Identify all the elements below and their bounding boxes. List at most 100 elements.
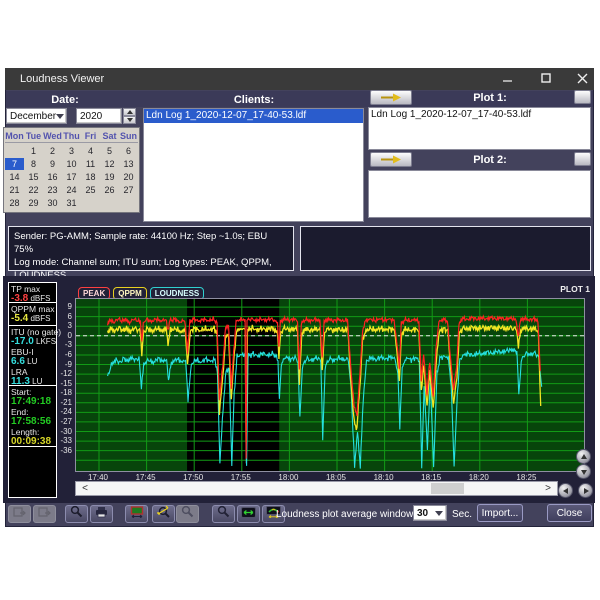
calendar-day-cell[interactable]: 15 [28,172,39,182]
calendar-day-cell[interactable]: 31 [66,198,77,208]
fit-to-window-button[interactable] [125,505,148,523]
calendar-day-cell[interactable]: 21 [9,185,20,195]
horizontal-range-button[interactable] [237,505,260,523]
loudness-plot-svg [76,299,584,471]
list-item[interactable]: Ldn Log 1_2020-12-07_17-40-53.ldf [144,109,363,123]
printer-icon [95,505,108,523]
calendar-day-cell[interactable]: 22 [28,185,39,195]
calendar-day-cell[interactable]: 13 [123,159,134,169]
calendar-day-cell[interactable]: 19 [104,172,115,182]
y-tick-label: -30 [60,426,72,436]
window-title: Loudness Viewer [20,73,105,85]
calendar-day-cell[interactable]: 1 [30,146,36,156]
calendar-day-cell[interactable]: 29 [28,198,39,208]
y-tick-label: -15 [60,378,72,388]
export-plot-button [33,505,56,523]
calendar-day-cell[interactable]: 20 [123,172,134,182]
scroll-left-arrow[interactable]: < [82,483,88,494]
h-arrows-icon [241,505,256,523]
calendar-day-cell[interactable]: 25 [85,185,96,195]
x-tick-label: 18:05 [325,473,347,482]
calendar-day-cell[interactable]: 14 [9,172,20,182]
calendar-day-cell[interactable]: 18 [85,172,96,182]
calendar-day-cell[interactable]: 11 [85,159,96,169]
arrow-up-icon [580,453,587,459]
top-header-strip [6,91,593,107]
list-item[interactable]: Ldn Log 1_2020-12-07_17-40-53.ldf [371,109,532,120]
plot-scale-down-button[interactable] [576,464,591,479]
assign-to-plot1-button[interactable] [370,90,412,105]
import-button[interactable]: Import... [477,504,523,522]
day-header: Mon [5,131,24,141]
year-field[interactable]: 2020 [76,108,122,124]
plot2-options-button[interactable] [574,152,591,166]
print-button[interactable] [90,505,113,523]
zoom-plain-icon [181,505,194,523]
calendar-day-cell[interactable]: 17 [66,172,77,182]
year-value: 2020 [80,110,103,122]
measurement-unit: LU [24,357,38,366]
zoom-one-to-one-button[interactable] [152,505,175,523]
calendar-day-cell[interactable]: 10 [66,159,77,169]
calendar-day-cell[interactable]: 6 [125,146,131,156]
assign-to-plot2-button[interactable] [370,152,412,167]
measurement-unit: LKFS [33,337,57,346]
y-tick-label: -12 [60,369,72,379]
calendar-day-cell [119,197,138,209]
minimize-button[interactable] [496,70,520,87]
plot1-options-button[interactable] [574,90,591,104]
calendar-day-cell[interactable]: 27 [123,185,134,195]
calendar-day-cell[interactable]: 24 [66,185,77,195]
measurement-label: ITU (no gate) [11,327,62,337]
spin-up-button[interactable] [123,108,136,116]
clients-list[interactable]: Ldn Log 1_2020-12-07_17-40-53.ldf [143,108,364,222]
arrow-left-icon [562,487,568,494]
day-header: Sat [102,131,117,141]
plot2-list[interactable] [368,170,591,218]
spin-down-button[interactable] [123,116,136,124]
calendar-day-cell[interactable]: 28 [9,198,20,208]
avg-window-size-label: Loudness plot average window size: [276,509,437,520]
calendar-day-cell[interactable]: 3 [68,146,74,156]
zoom-in-button[interactable] [212,505,235,523]
spin-down-icon [126,118,133,122]
calendar-day-cell[interactable]: 8 [30,159,36,169]
plot-zoom-in-button[interactable] [578,483,593,498]
scroll-right-arrow[interactable]: > [545,483,551,494]
calendar-day-cell[interactable]: 30 [47,198,58,208]
measurement-section: Start: 17:49:18 End: 17:58:56 Length: 00:09:3… [8,385,57,447]
calendar-day-cell[interactable]: 12 [104,159,115,169]
calendar-day-cell[interactable]: 9 [49,159,55,169]
meter-range-button[interactable] [262,505,285,523]
seconds-label: Sec. [452,509,473,520]
calendar-day-cell[interactable]: 23 [47,185,58,195]
maximize-button[interactable] [534,70,558,87]
loudness-plot[interactable] [75,298,585,472]
calendar-day-cell[interactable]: 5 [106,146,112,156]
calendar-day-cell [100,197,119,209]
plot-scale-up-button[interactable] [576,449,591,464]
plot-number-label: PLOT 1 [560,284,590,294]
measurement-value: -17.0 LKFS [11,336,57,347]
scrollbar-thumb[interactable] [431,483,464,494]
calendar-day-cell[interactable]: 26 [104,185,115,195]
month-dropdown[interactable]: December [6,108,67,124]
day-header: Tue [25,131,42,141]
calendar-day-cell[interactable]: 2 [49,146,55,156]
plot1-list[interactable]: Ldn Log 1_2020-12-07_17-40-53.ldf [368,107,591,150]
calendar-day-cell[interactable]: 16 [47,172,58,182]
plot-scrollbar[interactable]: < > [75,481,558,496]
close-window-button[interactable] [570,70,594,87]
x-tick-label: 17:40 [87,473,109,482]
plot-zoom-out-button[interactable] [558,483,573,498]
close-button[interactable]: Close [547,504,592,522]
year-spinner [123,108,136,124]
calendar-day-cell[interactable]: 4 [87,146,93,156]
measurement-label: LRA [11,367,28,377]
zoom-selection-button[interactable] [65,505,88,523]
avg-window-size-dropdown[interactable]: 30 [413,505,447,521]
calendar-day-cell[interactable]: 7 [5,158,24,170]
maximize-icon [540,73,551,83]
calendar: Mon Tue Wed Thu Fri Sat Sun 1 2 3 4 5 6 7 8 9 10 11 12 13 14… [3,127,140,213]
